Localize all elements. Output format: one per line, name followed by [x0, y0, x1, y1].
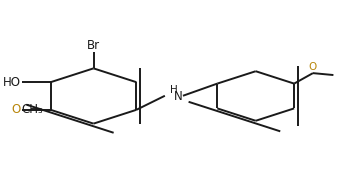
Text: CH₃: CH₃: [21, 103, 43, 116]
Text: O: O: [308, 62, 316, 72]
Text: HO: HO: [3, 76, 21, 89]
Text: H: H: [170, 85, 177, 95]
Text: O: O: [12, 103, 21, 116]
Text: Br: Br: [87, 39, 100, 52]
Text: N: N: [174, 90, 183, 103]
